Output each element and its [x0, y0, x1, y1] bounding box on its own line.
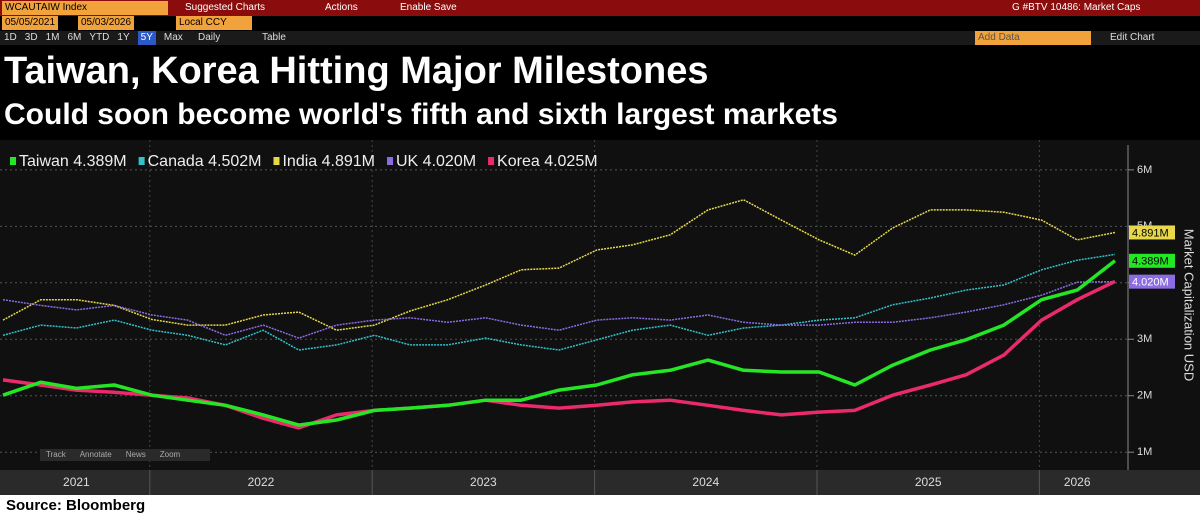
y-tick-label: 1M	[1137, 446, 1152, 458]
series-line	[2, 279, 1116, 430]
x-tick-label: 2025	[915, 475, 942, 489]
value-badge-label: 4.891M	[1132, 227, 1169, 239]
page-name: G #BTV 10486: Market Caps	[1012, 2, 1141, 13]
legend-swatch	[387, 157, 393, 165]
menu-item[interactable]: Suggested Charts	[185, 2, 266, 13]
y-axis-title: Market Capitalization USD	[1182, 229, 1197, 381]
value-badge	[1129, 253, 1175, 268]
x-tick-label: 2026	[1064, 475, 1091, 489]
edit-chart[interactable]: Edit Chart	[1110, 32, 1155, 43]
legend-label: India 4.891M	[282, 153, 375, 170]
overlay-tool[interactable]: Track	[46, 450, 66, 459]
overlay-tool[interactable]: Annotate	[79, 450, 112, 459]
series-line	[2, 259, 1117, 427]
series-line	[2, 280, 1116, 339]
menu-item[interactable]: Actions	[325, 2, 358, 13]
chart: Market Capitalization USD 1M2M3M4M5M6M20…	[0, 140, 1200, 495]
legend-label: Canada 4.502M	[148, 153, 262, 170]
value-badge-label: 4.020M	[1132, 277, 1169, 289]
overlay-tools: Track Annotate News Zoom	[40, 449, 210, 461]
source: Source: Bloomberg	[6, 497, 146, 514]
chart-title: Taiwan, Korea Hitting Major Milestones	[4, 50, 709, 92]
end-date[interactable]: 05/03/2026	[78, 16, 135, 30]
overlay-tool[interactable]: News	[125, 450, 146, 459]
legend-label: UK 4.020M	[396, 153, 476, 170]
period-button[interactable]: 5Y	[137, 31, 156, 45]
series-line	[2, 253, 1116, 351]
value-badge	[1129, 274, 1175, 289]
legend-swatch	[138, 157, 145, 165]
start-date[interactable]: 05/05/2021	[2, 16, 59, 30]
period-button[interactable]: 1Y	[117, 32, 130, 43]
command-bar: WCAUTAIW Index Suggested Charts Actions …	[0, 0, 1200, 16]
series-line	[2, 199, 1116, 331]
plot-background	[0, 140, 1200, 470]
value-badge	[1129, 225, 1175, 240]
legend-swatch	[488, 157, 495, 165]
period-button[interactable]: 1D	[4, 32, 17, 43]
y-tick-label: 3M	[1137, 333, 1152, 345]
frequency[interactable]: Daily	[198, 32, 221, 43]
period-button[interactable]: YTD	[89, 32, 110, 43]
period-button[interactable]: 6M	[67, 32, 82, 43]
legend-swatch	[273, 157, 280, 165]
x-axis-band	[0, 470, 1200, 495]
footer: Source: Bloomberg	[0, 495, 1200, 516]
chart-subtitle: Could soon become world's fifth and sixt…	[4, 98, 838, 131]
period-bar: Daily Table Add Data Edit Chart 1D 3D 1M 6M…	[0, 31, 1200, 45]
period-button[interactable]: 1M	[45, 32, 60, 43]
security-field[interactable]: WCAUTAIW Index	[2, 1, 168, 15]
x-tick-label: 2024	[692, 475, 719, 489]
period-button[interactable]: 3D	[24, 32, 38, 43]
value-badge-label: 4.389M	[1132, 256, 1169, 268]
y-tick-label: 2M	[1137, 390, 1152, 402]
x-tick-label: 2022	[248, 475, 275, 489]
currency[interactable]: Local CCY	[176, 16, 252, 30]
legend-label: Taiwan 4.389M	[19, 153, 127, 170]
menu-item[interactable]: Enable Save	[400, 2, 457, 13]
legend-swatch	[10, 157, 16, 165]
legend-label: Korea 4.025M	[497, 153, 598, 170]
x-tick-label: 2023	[470, 475, 497, 489]
add-data[interactable]: Add Data	[975, 31, 1091, 45]
date-bar: 05/05/2021 05/03/2026 Local CCY	[0, 16, 1200, 31]
table-button[interactable]: Table	[262, 32, 286, 43]
period-button[interactable]: Max	[163, 32, 183, 43]
overlay-tool[interactable]: Zoom	[159, 450, 181, 459]
x-tick-label: 2021	[63, 475, 90, 489]
y-tick-label: 6M	[1137, 164, 1152, 176]
